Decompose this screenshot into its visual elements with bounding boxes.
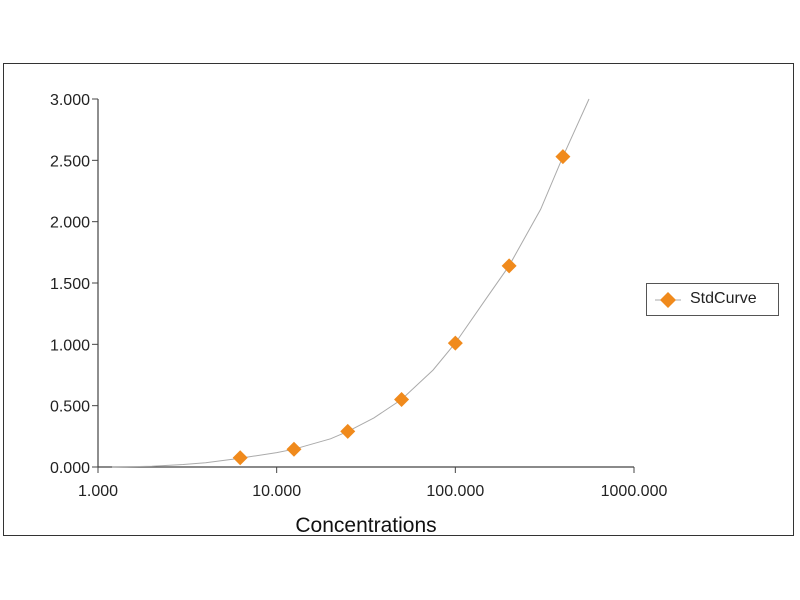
y-tick-label: 3.000 (50, 92, 90, 109)
data-points (232, 149, 571, 466)
x-tick-label: 10.000 (252, 483, 301, 500)
x-tick-label: 1000.000 (601, 483, 668, 500)
legend-marker (660, 292, 676, 308)
data-point-marker (555, 149, 571, 165)
y-tick-label: 0.500 (50, 399, 90, 416)
x-axis-title: Concentrations (295, 514, 436, 537)
y-tick-label: 1.000 (50, 337, 90, 354)
x-tick-label: 1.000 (78, 483, 118, 500)
tick-labels: 0.000 0.500 1.000 1.500 2.000 2.500 3.000 1.000… (50, 92, 668, 500)
legend-label: StdCurve (690, 290, 757, 307)
data-point-marker (286, 441, 302, 457)
axes (92, 98, 635, 473)
y-tick-label: 1.500 (50, 276, 90, 293)
y-tick-label: 2.500 (50, 153, 90, 170)
x-tick-label: 100.000 (426, 483, 484, 500)
data-point-marker (232, 450, 248, 466)
data-point-marker (447, 335, 463, 351)
data-point-marker (501, 258, 517, 274)
legend: StdCurve (646, 283, 779, 316)
data-point-marker (394, 392, 410, 408)
fit-curve (112, 98, 590, 468)
legend-swatch (655, 292, 681, 308)
fit-curve-layer (112, 98, 590, 468)
y-tick-label: 0.000 (50, 460, 90, 477)
y-tick-label: 2.000 (50, 215, 90, 232)
data-point-marker (340, 423, 356, 439)
